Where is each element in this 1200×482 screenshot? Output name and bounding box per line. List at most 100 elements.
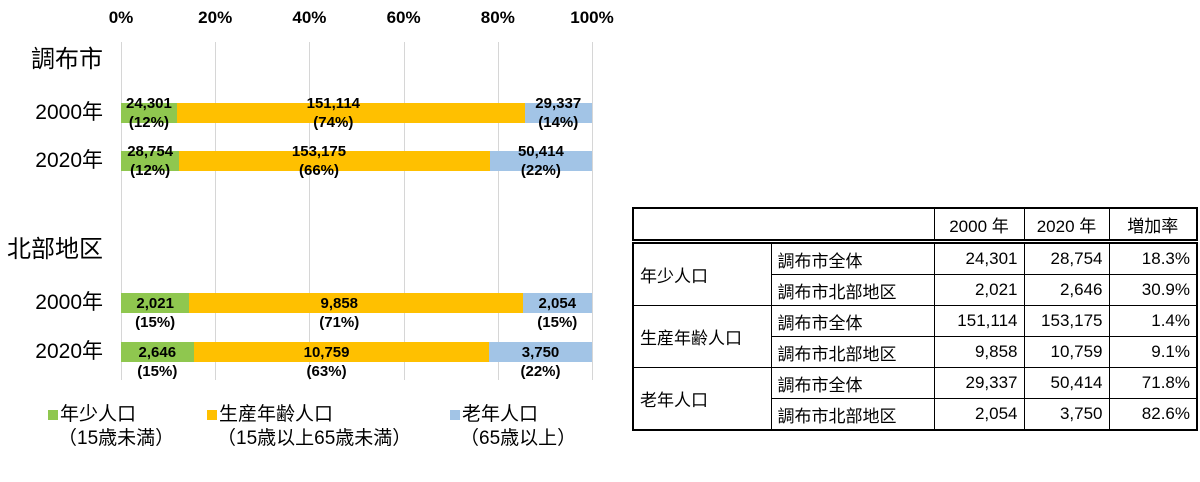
row-year-label: 2020年	[35, 340, 103, 363]
x-axis-tick: 40%	[292, 8, 327, 27]
population-table: 2000 年 2020 年 増加率 年少人口 調布市全体 24,301 28,7…	[632, 207, 1198, 431]
value-2020-cell: 10,759	[1023, 336, 1110, 368]
table-header-empty	[632, 207, 935, 244]
area-cell: 調布市全体	[770, 305, 935, 337]
population-stacked-bar-chart: 0% 20% 40% 60% 80% 100% 調布市 2000年 24,301 (12%) 151…	[7, 8, 614, 449]
gridline	[592, 42, 593, 380]
table-header-row: 2000 年 2020 年 増加率	[632, 207, 1198, 244]
segment-label-young: 2,646 (15%)	[102, 343, 212, 381]
segment-label-young: 28,754 (12%)	[95, 142, 205, 180]
value-2000-cell: 29,337	[933, 367, 1025, 399]
category-cell: 老年人口	[632, 367, 772, 431]
gridline	[403, 42, 405, 380]
segment-percent: (63%)	[306, 363, 347, 380]
bar-segment-working	[193, 342, 490, 362]
segment-percent: (71%)	[319, 314, 360, 331]
segment-percent: (12%)	[128, 114, 169, 131]
bar-segment-young	[121, 293, 190, 313]
rate-cell: 1.4%	[1108, 305, 1198, 337]
rate-cell: 71.8%	[1108, 367, 1198, 399]
bar-segment-working	[189, 293, 523, 313]
bar-segment-working	[176, 103, 525, 123]
value-2020-cell: 153,175	[1023, 305, 1110, 337]
table-row: 老年人口 調布市全体 29,337 50,414 71.8%	[632, 367, 1198, 431]
segment-percent: (15%)	[137, 363, 178, 380]
legend-swatch-working-icon	[207, 409, 217, 420]
legend-entry-young: 年少人口 （15歳未満）	[48, 404, 174, 449]
segment-label-young: 24,301 (12%)	[94, 94, 204, 132]
gridline	[121, 42, 122, 380]
segment-label-working: 9,858 (71%)	[284, 294, 394, 332]
value-2020-cell: 2,646	[1023, 274, 1110, 306]
x-axis-tick: 20%	[198, 8, 233, 27]
segment-percent: (22%)	[520, 363, 561, 380]
value-2020-cell: 50,414	[1023, 367, 1110, 399]
bar-segment-working	[179, 151, 490, 171]
bar-segment-young	[121, 342, 194, 362]
area-cell: 調布市北部地区	[770, 398, 935, 431]
x-axis-tick: 100%	[570, 8, 614, 27]
group-title: 北部地区	[7, 236, 103, 263]
table-header-2020: 2020 年	[1023, 207, 1110, 244]
row-year-label: 2000年	[35, 291, 103, 314]
row-year-label: 2000年	[35, 101, 103, 124]
legend-name: 年少人口	[60, 404, 137, 425]
bar-segment-elderly	[489, 151, 592, 171]
segment-label-elderly: 50,414 (22%)	[486, 142, 596, 180]
legend-entry-working: 生産年齢人口 （15歳以上65歳未満）	[207, 404, 411, 449]
legend-swatch-elderly-icon	[450, 409, 460, 420]
value-2000-cell: 9,858	[933, 336, 1025, 368]
segment-percent: (74%)	[313, 114, 354, 131]
segment-percent: (12%)	[130, 162, 171, 179]
table-header-rate: 増加率	[1108, 207, 1198, 244]
segment-percent: (15%)	[537, 314, 578, 331]
legend-swatch-young-icon	[48, 409, 58, 420]
legend-desc: （65歳以上）	[460, 428, 577, 449]
value-2000-cell: 24,301	[933, 241, 1025, 275]
segment-percent: (22%)	[520, 162, 561, 179]
segment-value: 151,114	[306, 95, 361, 112]
value-2000-cell: 2,021	[933, 274, 1025, 306]
category-cell: 年少人口	[632, 241, 772, 306]
row-year-label: 2020年	[35, 149, 103, 172]
segment-value: 2,021	[136, 295, 174, 312]
table-header-2000: 2000 年	[933, 207, 1025, 244]
rate-cell: 9.1%	[1108, 336, 1198, 368]
segment-label-working: 153,175 (66%)	[264, 142, 374, 180]
x-axis-tick: 0%	[108, 8, 134, 27]
bar-segment-elderly	[489, 342, 592, 362]
segment-value: 153,175	[291, 143, 347, 160]
segment-label-elderly: 3,750 (22%)	[486, 343, 596, 381]
area-cell: 調布市全体	[770, 241, 935, 275]
table-row: 年少人口 調布市全体 24,301 28,754 18.3%	[632, 241, 1198, 306]
bar-segment-young	[121, 151, 180, 171]
bar-segment-elderly	[524, 103, 592, 123]
segment-label-working: 151,114 (74%)	[278, 94, 388, 132]
stacked-bar	[121, 103, 592, 123]
legend-name: 生産年齢人口	[219, 404, 334, 425]
gridline	[309, 42, 311, 380]
category-cell: 生産年齢人口	[632, 305, 772, 368]
group-title: 調布市	[31, 46, 103, 73]
stacked-bar	[121, 342, 592, 362]
segment-value: 28,754	[127, 143, 174, 160]
segment-value: 50,414	[517, 143, 564, 160]
segment-percent: (15%)	[135, 314, 176, 331]
segment-value: 10,759	[303, 344, 350, 361]
rate-cell: 30.9%	[1108, 274, 1198, 306]
legend-line1: 老年人口	[450, 404, 576, 425]
stacked-bar	[121, 293, 592, 313]
x-axis-tick: 80%	[480, 8, 515, 27]
segment-label-working: 10,759 (63%)	[272, 343, 382, 381]
value-2000-cell: 151,114	[933, 305, 1025, 337]
stacked-bar	[121, 151, 592, 171]
segment-value: 9,858	[320, 295, 359, 312]
legend-desc: （15歳以上65歳未満）	[217, 428, 412, 449]
x-axis-tick: 60%	[386, 8, 421, 27]
legend-line1: 年少人口	[48, 404, 174, 425]
segment-value: 24,301	[125, 95, 172, 112]
value-2000-cell: 2,054	[933, 398, 1025, 431]
segment-label-young: 2,021 (15%)	[100, 294, 210, 332]
gridline	[215, 42, 217, 380]
